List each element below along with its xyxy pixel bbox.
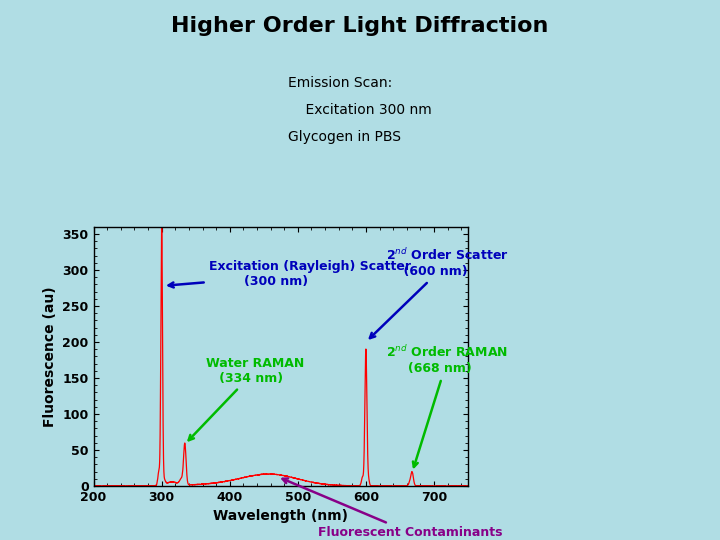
- Text: Emission Scan:: Emission Scan:: [288, 76, 392, 90]
- Text: Excitation 300 nm: Excitation 300 nm: [288, 103, 432, 117]
- Text: 2$^{nd}$ Order RAMAN
     (668 nm): 2$^{nd}$ Order RAMAN (668 nm): [387, 345, 508, 467]
- Text: Glycogen in PBS: Glycogen in PBS: [288, 130, 401, 144]
- Text: Fluorescent Contaminants: Fluorescent Contaminants: [282, 478, 503, 539]
- Text: Excitation (Rayleigh) Scatter
        (300 nm): Excitation (Rayleigh) Scatter (300 nm): [168, 260, 411, 288]
- Text: Water RAMAN
   (334 nm): Water RAMAN (334 nm): [189, 357, 304, 440]
- X-axis label: Wavelength (nm): Wavelength (nm): [213, 509, 348, 523]
- Y-axis label: Fluorescence (au): Fluorescence (au): [43, 286, 57, 427]
- Text: Higher Order Light Diffraction: Higher Order Light Diffraction: [171, 16, 549, 36]
- Text: 2$^{nd}$ Order Scatter
    (600 nm): 2$^{nd}$ Order Scatter (600 nm): [370, 247, 509, 338]
